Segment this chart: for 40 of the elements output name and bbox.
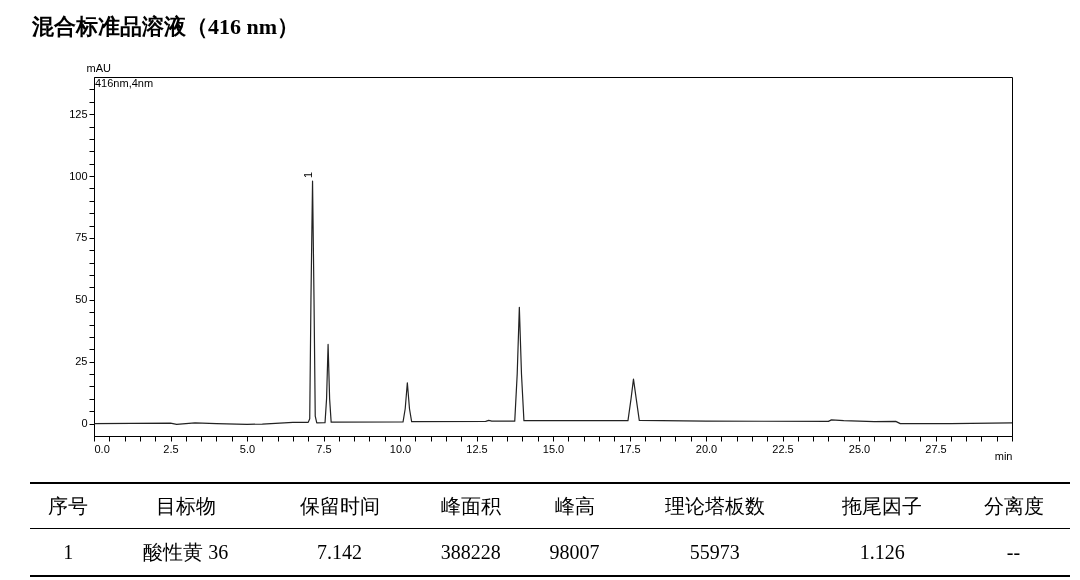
x-tick-label: 10.0 bbox=[389, 442, 412, 455]
text: 峰面积 bbox=[414, 483, 528, 529]
text: 理论塔板数 bbox=[621, 483, 808, 529]
x-tick-label: 20.0 bbox=[695, 442, 718, 455]
text: -- bbox=[957, 528, 1070, 576]
annotation: 416nm,4nm bbox=[95, 77, 154, 89]
x-tick-label: 22.5 bbox=[772, 442, 794, 455]
x-tick-label: 25.0 bbox=[848, 442, 871, 455]
x-tick-label: 27.5 bbox=[925, 442, 947, 455]
y-tick-label: 100 bbox=[69, 169, 88, 182]
chart-title: 混合标准品溶液（416 nm） bbox=[32, 13, 300, 41]
text: 保留时间 bbox=[264, 483, 415, 529]
y-axis-title: mAU bbox=[86, 61, 111, 74]
text: 序号 bbox=[30, 483, 107, 529]
x-tick-label: 7.5 bbox=[316, 442, 332, 455]
text: 目标物 bbox=[106, 483, 265, 529]
x-tick-label: 12.5 bbox=[466, 442, 488, 455]
text: 55973 bbox=[621, 528, 808, 576]
text: 1.126 bbox=[807, 528, 958, 576]
text: 1 bbox=[30, 528, 107, 576]
text: 388228 bbox=[414, 528, 528, 576]
text: 峰高 bbox=[527, 483, 622, 529]
x-tick-label: 5.0 bbox=[239, 442, 256, 455]
x-axis-title: min bbox=[994, 449, 1013, 462]
text: 分离度 bbox=[957, 483, 1070, 529]
text: 98007 bbox=[527, 528, 622, 576]
x-tick-label: 17.5 bbox=[619, 442, 641, 455]
y-tick-label: 125 bbox=[69, 107, 88, 120]
text: 拖尾因子 bbox=[807, 483, 958, 529]
y-tick-label: 75 bbox=[75, 231, 88, 244]
y-tick-label: 25 bbox=[75, 355, 88, 368]
x-tick-label: 2.5 bbox=[163, 442, 179, 455]
line-series bbox=[94, 180, 1012, 425]
y-tick-label: 0 bbox=[81, 417, 88, 430]
y-tick-label: 50 bbox=[75, 293, 88, 306]
text: 7.142 bbox=[264, 528, 415, 576]
annotation: 1 bbox=[301, 171, 314, 179]
x-tick-label: 0.0 bbox=[94, 442, 110, 455]
x-tick-label: 15.0 bbox=[542, 442, 565, 455]
text: 酸性黄 36 bbox=[106, 528, 265, 576]
